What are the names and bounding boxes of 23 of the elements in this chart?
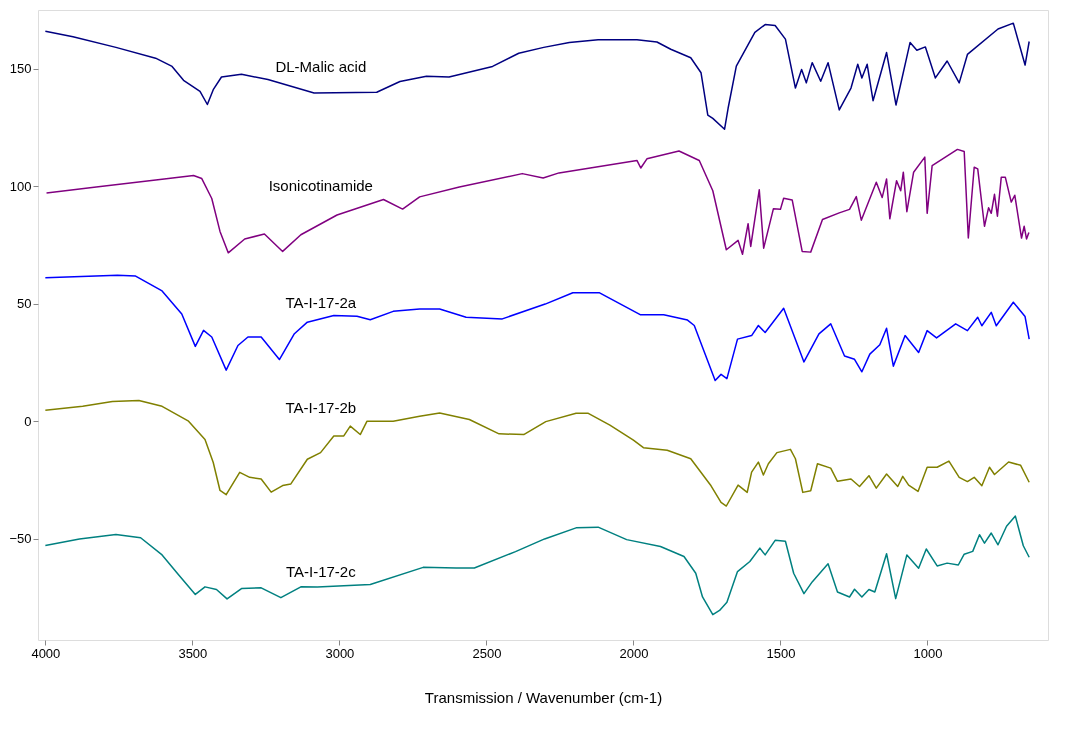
y-tick-label: 100 (9, 178, 32, 194)
y-tick-label: −50 (9, 531, 32, 547)
line-series (44, 22, 1030, 130)
line-series (44, 399, 1030, 507)
y-tick-label: 0 (24, 413, 32, 429)
x-tick-label: 3000 (325, 645, 355, 661)
y-tick-label: 50 (17, 296, 32, 312)
x-tick-label: 2000 (619, 645, 649, 661)
x-tick-label: 3500 (178, 645, 208, 661)
series-label: Isonicotinamide (268, 177, 373, 195)
line-series (44, 515, 1030, 616)
x-tick-label: 1500 (766, 645, 796, 661)
x-axis-title: Transmission / Wavenumber (cm-1) (424, 688, 663, 706)
series-label: TA-I-17-2b (285, 399, 357, 417)
x-tick-label: 4000 (31, 645, 61, 661)
line-series (45, 148, 1030, 255)
y-tick-label: 150 (9, 61, 32, 77)
series-label: TA-I-17-2c (285, 562, 357, 580)
x-tick-label: 2500 (472, 645, 502, 661)
x-tick-label: 1000 (913, 645, 943, 661)
series-label: TA-I-17-2a (285, 293, 357, 311)
line-series (44, 274, 1030, 382)
series-label: DL-Malic acid (275, 57, 367, 75)
